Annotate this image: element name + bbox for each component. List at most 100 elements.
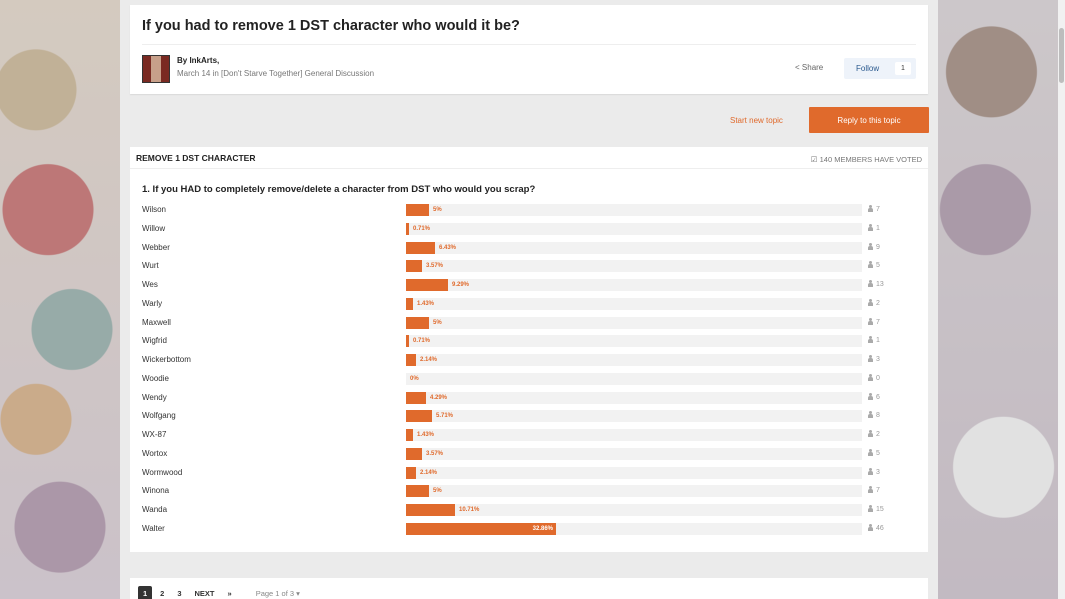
vote-count-text: 9 — [876, 243, 880, 251]
person-icon — [867, 280, 874, 287]
poll-option-row: Wilson 5% 7 — [130, 203, 928, 217]
share-icon: < — [795, 63, 800, 72]
person-icon — [867, 355, 874, 362]
option-label: Willow — [142, 223, 166, 233]
person-icon — [867, 373, 874, 381]
follow-button[interactable]: Follow 1 — [844, 58, 916, 79]
vote-count: 3 — [867, 355, 880, 363]
poll-option-row: Woodie 0% 0 — [130, 372, 928, 386]
vote-count-text: 2 — [876, 299, 880, 307]
scrollbar-thumb[interactable] — [1059, 28, 1064, 83]
result-percent: 5% — [433, 319, 442, 326]
poll: REMOVE 1 DST CHARACTER ☑ 140 MEMBERS HAV… — [130, 147, 928, 552]
follow-count-badge: 1 — [895, 62, 911, 75]
result-percent: 5.71% — [436, 413, 454, 420]
option-label: Wes — [142, 280, 158, 289]
result-percent: 1.43% — [417, 300, 435, 307]
vote-count: 5 — [867, 448, 880, 457]
result-bar: 0.71% — [406, 222, 862, 235]
poll-title: REMOVE 1 DST CHARACTER — [136, 153, 256, 163]
page-info-text: Page 1 of 3 — [255, 589, 295, 598]
poll-option-row: Wurt 3.57% 5 — [130, 259, 928, 273]
result-percent: 1.43% — [417, 432, 435, 438]
page-3-button[interactable]: 3 — [177, 589, 182, 598]
vote-count-text: 15 — [876, 506, 884, 513]
result-bar-fill — [406, 504, 455, 516]
result-bar-fill — [406, 335, 409, 348]
result-bar-fill — [406, 316, 429, 329]
result-percent: 10.71% — [459, 507, 480, 513]
page-1-button[interactable]: 1 — [138, 586, 153, 599]
vote-count: 2 — [867, 430, 880, 438]
person-icon — [867, 486, 874, 494]
poll-option-row: Wanda 10.71% 15 — [130, 503, 928, 517]
voted-text: 140 MEMBERS HAVE VOTED — [819, 155, 922, 164]
page-scrollbar[interactable] — [1058, 0, 1065, 599]
option-label: Wilson — [142, 205, 167, 214]
result-bar: 0% — [406, 372, 862, 385]
result-bar: 0.71% — [406, 335, 862, 348]
last-page-button[interactable]: » — [227, 589, 232, 598]
poll-option-row: Wortox 3.57% 5 — [130, 447, 928, 461]
poll-option-row: Wolfgang 5.71% 8 — [130, 409, 928, 423]
poll-option-row: Maxwell 5% 7 — [130, 316, 928, 330]
poll-option-row: Warly 1.43% 2 — [130, 297, 928, 311]
vote-count: 3 — [867, 467, 880, 476]
result-percent: 32.86% — [532, 525, 553, 532]
result-bar: 10.71% — [406, 504, 862, 516]
voted-count: ☑ 140 MEMBERS HAVE VOTED — [811, 155, 922, 164]
vote-count: 8 — [867, 411, 880, 419]
person-icon — [867, 392, 874, 400]
author-line[interactable]: By InkArts, — [177, 56, 220, 65]
vote-count-text: 13 — [876, 281, 884, 288]
page-jump-dropdown[interactable]: Page 1 of 3 ▾ — [256, 589, 300, 598]
option-label: Wurt — [142, 261, 159, 271]
person-icon — [867, 448, 874, 456]
share-label: Share — [801, 63, 824, 72]
result-bar-fill — [406, 279, 448, 291]
vote-count: 5 — [867, 261, 880, 269]
poll-option-row: Webber 6.43% 9 — [130, 241, 928, 255]
result-bar: 2.14% — [406, 466, 862, 479]
poll-option-row: Walter 32.86% 46 — [130, 522, 928, 536]
reply-button[interactable]: Reply to this topic — [809, 107, 929, 133]
result-bar: 1.43% — [406, 429, 862, 441]
result-percent: 2.14% — [420, 469, 438, 476]
result-bar: 4.29% — [406, 391, 862, 404]
option-label: Wickerbottom — [142, 355, 191, 364]
start-new-topic-link[interactable]: Start new topic — [730, 116, 783, 125]
result-percent: 5% — [433, 207, 442, 213]
result-bar: 3.57% — [406, 447, 862, 460]
option-label: Wormwood — [142, 467, 183, 477]
vote-count: 1 — [867, 223, 880, 232]
option-label: Woodie — [142, 373, 169, 383]
page-2-button[interactable]: 2 — [160, 589, 165, 598]
result-bar: 5% — [406, 485, 862, 498]
result-bar-fill — [406, 222, 409, 235]
person-icon — [867, 505, 874, 512]
next-page-button[interactable]: NEXT — [194, 589, 215, 598]
result-percent: 6.43% — [439, 244, 457, 251]
vote-count-text: 1 — [876, 224, 880, 232]
topic-meta: March 14 in [Don't Starve Together] Gene… — [177, 69, 375, 78]
vote-count-text: 3 — [876, 468, 880, 476]
result-bar: 5% — [406, 204, 862, 216]
background-art-right — [937, 0, 1058, 599]
avatar[interactable] — [142, 55, 170, 83]
result-percent: 4.29% — [430, 394, 448, 401]
person-icon — [867, 317, 874, 325]
result-percent: 0.71% — [413, 338, 431, 345]
vote-count-text: 0 — [876, 374, 880, 382]
person-icon — [867, 523, 874, 531]
person-icon — [867, 336, 874, 344]
poll-option-row: Wes 9.29% 13 — [130, 278, 928, 292]
vote-count-text: 2 — [876, 431, 880, 438]
result-bar-fill — [406, 466, 416, 479]
person-icon — [867, 242, 874, 250]
result-bar: 5% — [406, 316, 862, 329]
vote-count-text: 7 — [876, 318, 880, 326]
person-icon — [867, 223, 874, 231]
content-column: If you had to remove 1 DST character who… — [120, 0, 938, 599]
result-bar: 32.86% — [406, 522, 862, 535]
share-button[interactable]: < Share — [795, 63, 823, 72]
